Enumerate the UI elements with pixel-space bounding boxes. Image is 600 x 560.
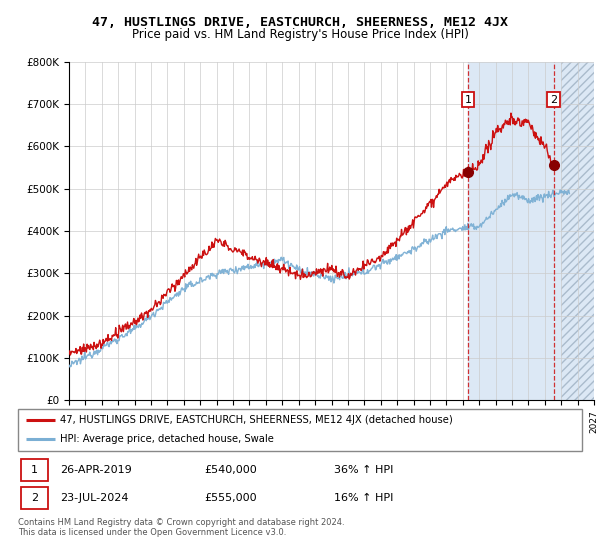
Text: Contains HM Land Registry data © Crown copyright and database right 2024.
This d: Contains HM Land Registry data © Crown c…	[18, 518, 344, 538]
FancyBboxPatch shape	[21, 487, 48, 509]
Bar	[561, 62, 594, 400]
Text: £555,000: £555,000	[204, 493, 257, 503]
Text: 47, HUSTLINGS DRIVE, EASTCHURCH, SHEERNESS, ME12 4JX: 47, HUSTLINGS DRIVE, EASTCHURCH, SHEERNE…	[92, 16, 508, 29]
Text: £540,000: £540,000	[204, 465, 257, 475]
Text: 1: 1	[464, 95, 472, 105]
Bar	[468, 62, 561, 400]
Text: 23-JUL-2024: 23-JUL-2024	[60, 493, 129, 503]
FancyBboxPatch shape	[18, 409, 582, 451]
Text: 16% ↑ HPI: 16% ↑ HPI	[334, 493, 393, 503]
Text: 1: 1	[31, 465, 38, 475]
Text: 36% ↑ HPI: 36% ↑ HPI	[334, 465, 393, 475]
Text: 47, HUSTLINGS DRIVE, EASTCHURCH, SHEERNESS, ME12 4JX (detached house): 47, HUSTLINGS DRIVE, EASTCHURCH, SHEERNE…	[60, 415, 453, 425]
Text: Price paid vs. HM Land Registry's House Price Index (HPI): Price paid vs. HM Land Registry's House …	[131, 28, 469, 41]
Text: HPI: Average price, detached house, Swale: HPI: Average price, detached house, Swal…	[60, 435, 274, 445]
FancyBboxPatch shape	[21, 459, 48, 481]
Text: 2: 2	[550, 95, 557, 105]
Text: 2: 2	[31, 493, 38, 503]
Text: 26-APR-2019: 26-APR-2019	[60, 465, 132, 475]
